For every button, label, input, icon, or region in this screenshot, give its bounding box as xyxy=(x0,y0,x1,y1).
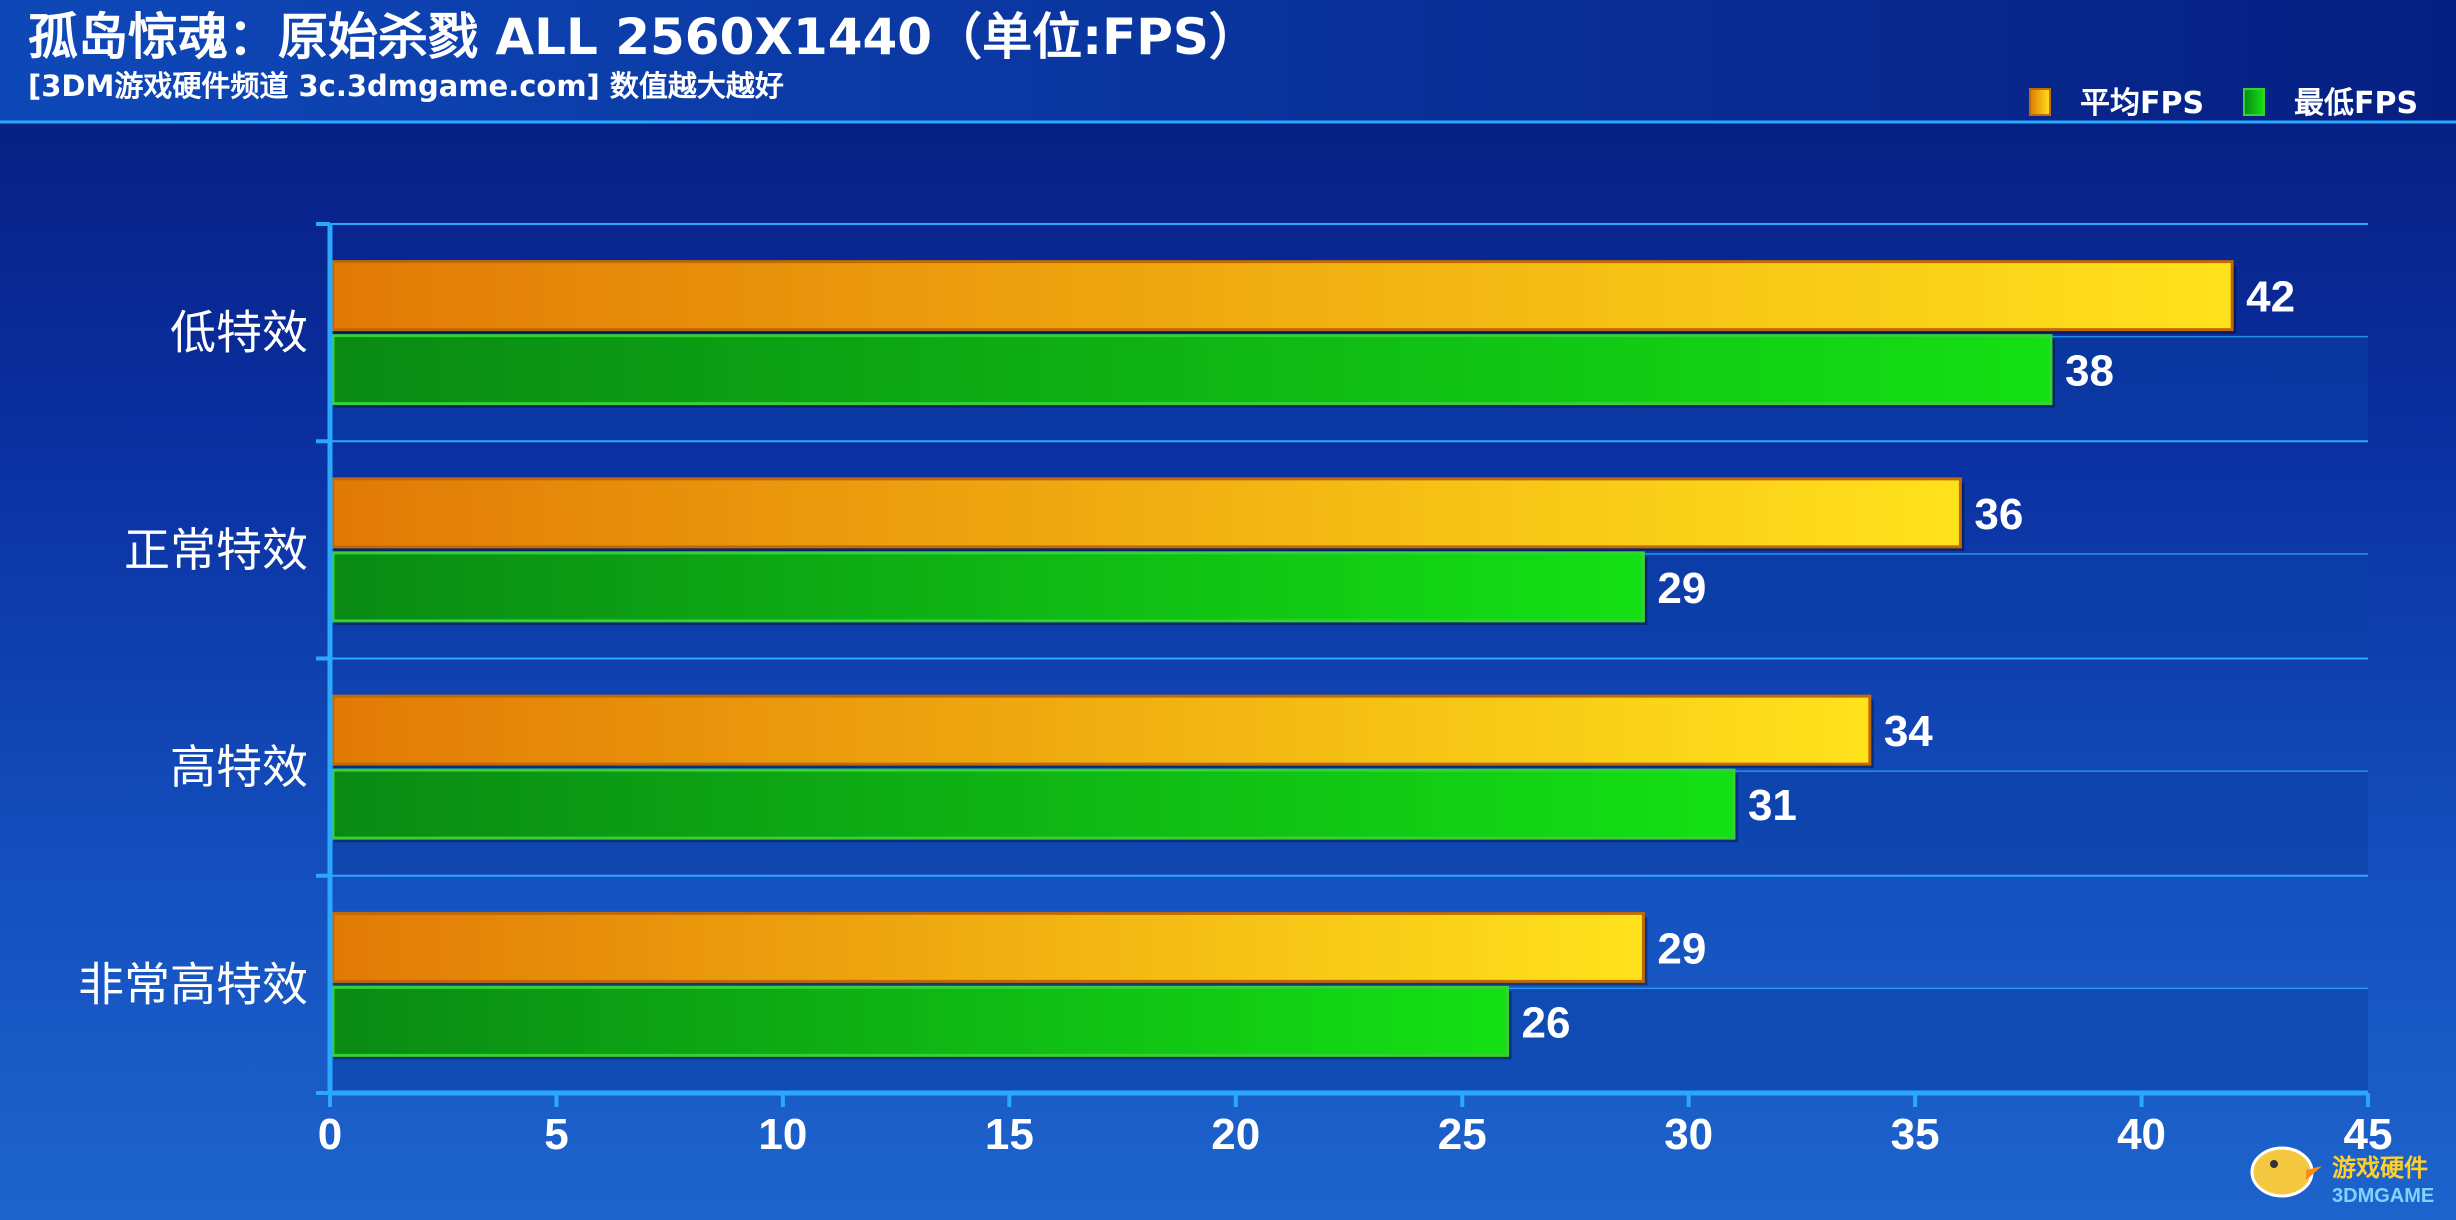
x-tick-label: 10 xyxy=(758,1110,807,1159)
x-tick-label: 40 xyxy=(2117,1110,2166,1159)
value-label: 29 xyxy=(1657,564,1706,613)
bar-avg-fps xyxy=(331,694,1872,766)
bar-min-fps xyxy=(331,334,2053,406)
category-label: 正常特效 xyxy=(124,523,308,577)
plot-bars: 42 38 36 29 34 31 29 26 xyxy=(331,260,2295,1060)
watermark-text-bottom: 3DMGAME xyxy=(2332,1185,2434,1207)
bar-avg-fps xyxy=(331,260,2234,332)
bar-avg-fps xyxy=(331,477,1962,549)
legend-swatch-avg xyxy=(2029,88,2051,116)
category-label: 低特效 xyxy=(170,306,308,360)
x-tick-label: 5 xyxy=(544,1110,568,1159)
x-tick-label: 25 xyxy=(1438,1110,1487,1159)
value-label: 36 xyxy=(1974,490,2023,539)
bar-min-fps xyxy=(331,768,1736,840)
value-label: 26 xyxy=(1522,998,1571,1047)
value-label: 29 xyxy=(1657,924,1706,973)
category-label: 非常高特效 xyxy=(78,957,308,1011)
value-label: 34 xyxy=(1884,707,1933,756)
value-label: 42 xyxy=(2246,273,2295,322)
category-label: 高特效 xyxy=(170,740,308,794)
x-tick-label: 45 xyxy=(2344,1110,2393,1159)
legend-label-min: 最低FPS xyxy=(2294,86,2418,121)
x-tick-label: 0 xyxy=(318,1110,342,1159)
watermark: 游戏硬件 3DMGAME xyxy=(2250,1146,2434,1207)
legend-swatch-min xyxy=(2243,88,2265,116)
watermark-mascot-beak-icon xyxy=(2306,1166,2322,1180)
bar-min-fps xyxy=(331,551,1645,623)
chart-title: 孤岛惊魂：原始杀戮 ALL 2560X1440（单位:FPS） xyxy=(28,8,1259,66)
x-tick-label: 15 xyxy=(985,1110,1034,1159)
watermark-mascot-eye-icon xyxy=(2270,1160,2278,1168)
value-label: 38 xyxy=(2065,347,2114,396)
value-label: 31 xyxy=(1748,781,1797,830)
chart-subtitle: [3DM游戏硬件频道 3c.3dmgame.com] 数值越大越好 xyxy=(28,69,784,103)
x-tick-label: 20 xyxy=(1211,1110,1260,1159)
bar-min-fps xyxy=(331,985,1510,1057)
watermark-mascot-icon xyxy=(2250,1146,2314,1198)
legend: 平均FPS 最低FPS xyxy=(2029,86,2418,121)
x-tick-label: 30 xyxy=(1664,1110,1713,1159)
x-tick-label: 35 xyxy=(1891,1110,1940,1159)
watermark-text-top: 游戏硬件 xyxy=(2332,1154,2428,1182)
bar-avg-fps xyxy=(331,911,1645,983)
legend-label-avg: 平均FPS xyxy=(2080,86,2204,121)
